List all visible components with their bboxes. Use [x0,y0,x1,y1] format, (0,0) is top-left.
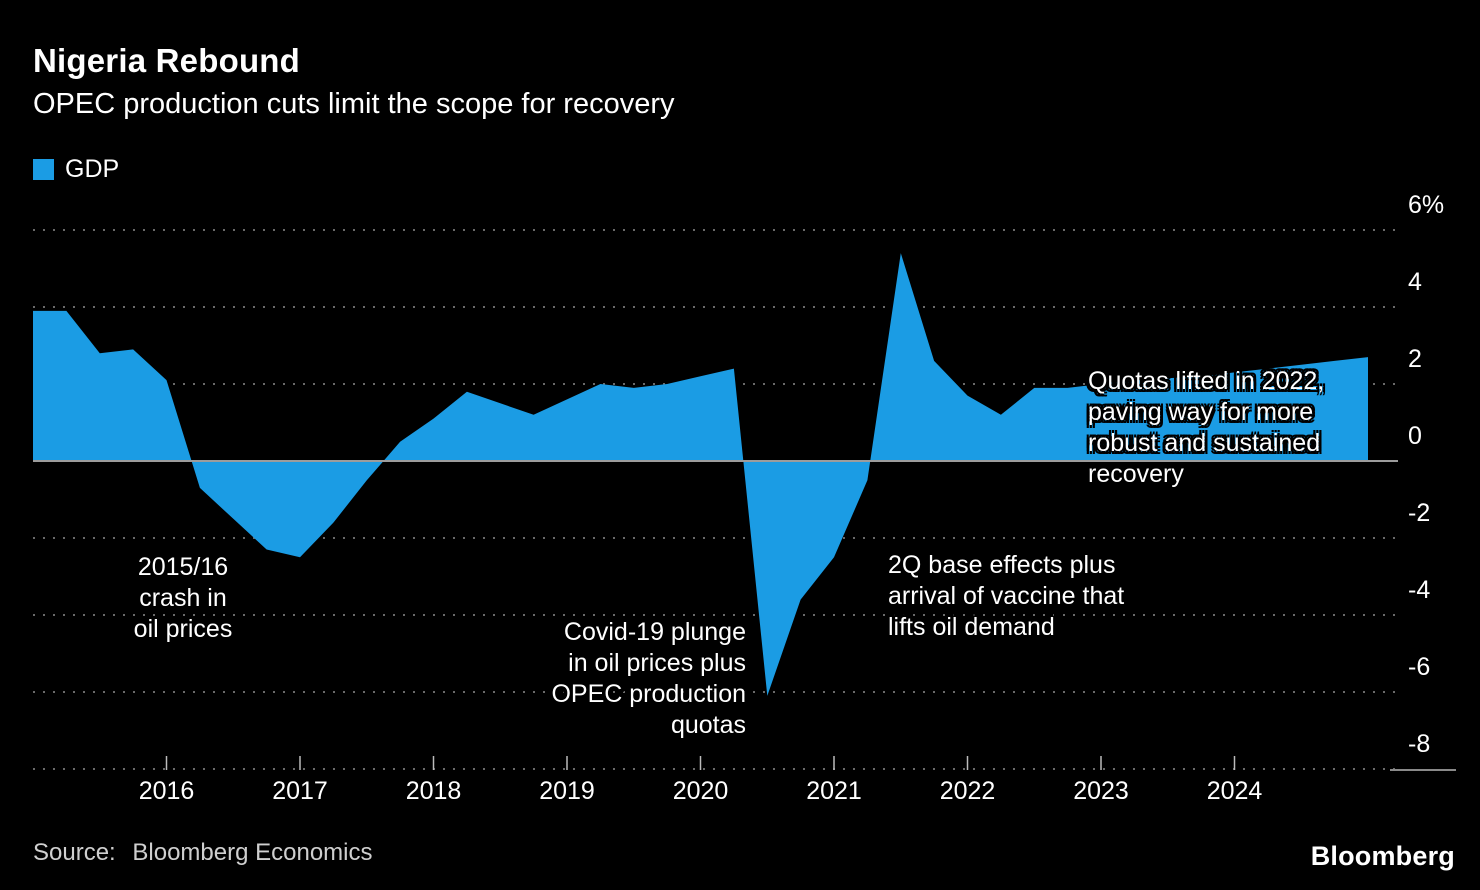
page-subtitle: OPEC production cuts limit the scope for… [33,88,675,120]
x-axis-label: 2023 [1073,777,1129,805]
annotation-line: lifts oil demand [888,613,1055,641]
y-axis-label: -6 [1408,653,1430,681]
source-value: Bloomberg Economics [132,839,373,866]
source-line: Source: Bloomberg Economics [33,839,373,867]
y-axis-label: -2 [1408,499,1430,527]
x-axis-label: 2020 [673,777,729,805]
x-axis-label: 2018 [406,777,462,805]
x-axis-label: 2024 [1207,777,1263,805]
legend-swatch-gdp [33,159,54,180]
gdp-area-series [33,253,1368,696]
annotation-line: oil prices [133,615,233,643]
annotation-line: in oil prices plus [568,649,746,677]
annotation-quotas-lifted: Quotas lifted in 2022, paving way for mor… [1088,366,1324,490]
annotation-oil-crash: 2015/16 crash in oil prices [134,552,233,645]
y-axis-label: 2 [1408,345,1422,373]
x-axis-label: 2019 [539,777,595,805]
x-axis-label: 2017 [272,777,328,805]
annotation-covid-plunge: Covid-19 plunge in oil prices plus OPEC pr… [551,617,746,741]
annotation-line: robust and sustained [1088,429,1321,457]
annotation-line: 2Q base effects plus [888,551,1116,579]
annotation-vaccine-rebound: 2Q base effects plus arrival of vaccine t… [888,550,1124,643]
x-axis-label: 2016 [139,777,195,805]
y-axis-label: 0 [1408,422,1422,450]
annotation-line: 2015/16 [137,553,229,581]
source-label: Source: [33,839,116,866]
y-axis-label: 6% [1408,191,1444,219]
bloomberg-logo: Bloomberg [1310,841,1455,871]
y-axis-label: 4 [1408,268,1422,296]
legend-label-gdp: GDP [65,155,120,183]
x-axis-label: 2021 [806,777,862,805]
annotation-line: OPEC production [551,680,746,708]
y-axis-label: -8 [1408,730,1430,758]
annotation-line: arrival of vaccine that [888,582,1125,610]
annotation-line: crash in [139,584,227,612]
annotation-line: Covid-19 plunge [563,618,746,646]
page-title: Nigeria Rebound [33,42,301,79]
annotation-line: quotas [670,711,746,739]
annotation-line: recovery [1088,460,1184,488]
y-axis-label: -4 [1408,576,1430,604]
annotation-line: paving way for more [1088,398,1314,426]
x-axis-label: 2022 [940,777,996,805]
annotation-line: Quotas lifted in 2022, [1088,367,1325,395]
legend: GDP [33,155,119,184]
